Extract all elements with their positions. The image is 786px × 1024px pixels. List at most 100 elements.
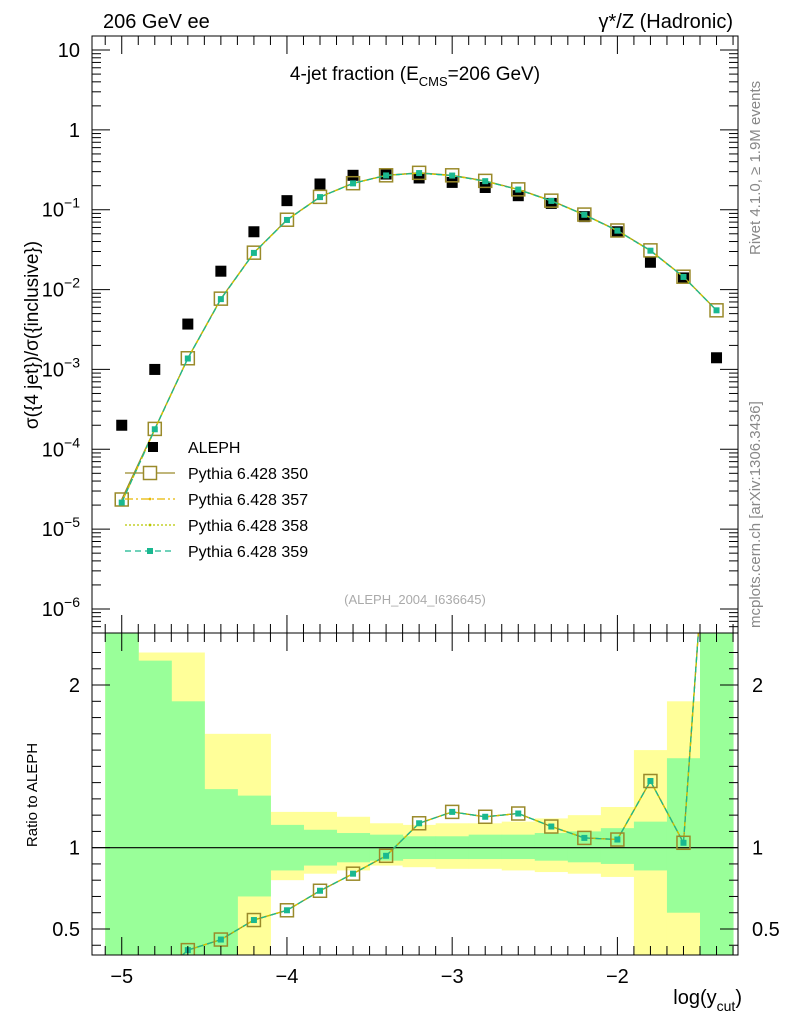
mc-350-marker	[345, 175, 361, 191]
ratio-350-marker	[544, 819, 559, 834]
ratio-y-tick-label-right: 1	[752, 838, 763, 860]
tick-base: 10	[42, 439, 64, 461]
main-y-tick-label: 10−1	[42, 195, 80, 222]
aleph-data-point	[149, 363, 161, 375]
ratio-band-stat	[633, 821, 668, 871]
legend-label: Pythia 6.428 350	[188, 466, 308, 483]
mc-350-marker	[279, 212, 295, 227]
mc-359-marker	[383, 172, 390, 179]
aleph-data-point	[116, 419, 128, 431]
mcplots-label: mcplots.cern.ch [arXiv:1306.3436]	[747, 401, 764, 628]
x-tick-label: −3	[441, 966, 464, 988]
mc-359-marker	[515, 186, 522, 193]
tick-base: 10	[42, 200, 64, 222]
tick-exponent: −4	[64, 434, 80, 450]
mc-359-marker	[350, 180, 357, 187]
aleph-data-point	[314, 178, 326, 190]
ratio-350-marker	[676, 835, 691, 851]
ratio-350-marker	[246, 912, 262, 928]
aleph-data-point	[215, 265, 227, 277]
ratio-band-stat	[237, 795, 271, 897]
legend-label: Pythia 6.428 357	[188, 492, 308, 509]
main-y-tick-label: 1	[69, 120, 80, 142]
tick-exponent: −3	[64, 354, 80, 370]
ratio-band-stat	[534, 833, 569, 861]
mc-359-marker	[283, 216, 290, 223]
mc-350-marker	[246, 245, 262, 260]
ratio-band-stat	[138, 660, 172, 955]
ratio-350-marker	[444, 804, 460, 820]
ratio-band-stat	[204, 789, 238, 955]
legend-marker-359	[147, 548, 153, 554]
ratio-350-marker	[511, 806, 526, 821]
ratio-359-marker	[548, 823, 555, 830]
x-axis-label: log(ycut)	[673, 987, 742, 1014]
main-y-tick-label: 10−2	[42, 275, 80, 302]
main-y-tick-label: 10−5	[42, 514, 80, 541]
ratio-band-stat	[468, 834, 503, 860]
ratio-350-marker	[279, 903, 295, 918]
legend-marker-357	[148, 497, 152, 501]
ratio-359-marker	[250, 917, 257, 924]
mc-359-marker	[151, 426, 158, 433]
x-tick-label: −4	[276, 966, 299, 988]
mc-350-marker	[709, 303, 724, 318]
mc-350-marker	[147, 421, 163, 437]
ratio-y-tick-label-right: 2	[752, 675, 763, 697]
mc-359-marker	[581, 211, 588, 218]
ratio-x-axis: −5 −4 −3 −2	[104, 633, 734, 988]
ratio-350-marker	[577, 830, 592, 846]
plot-title: 4-jet fraction (ECMS=206 GeV)	[290, 64, 540, 89]
ratio-y-tick-label-left: 1	[69, 838, 80, 860]
ratio-359-marker	[614, 836, 621, 843]
mc-350-marker	[511, 182, 526, 197]
ratio-359-marker	[416, 820, 423, 827]
x-tick-label: −5	[110, 966, 133, 988]
mc-350-marker	[411, 165, 427, 181]
ratio-350-marker	[477, 809, 493, 825]
ratio-359-marker	[317, 887, 323, 894]
ratio-band-stat	[105, 633, 139, 955]
legend-marker-358	[148, 523, 152, 527]
ratio-plot-marks	[92, 633, 738, 955]
ratio-359-marker	[449, 808, 456, 815]
ratio-359-marker	[383, 852, 390, 859]
mc-350-marker	[312, 189, 328, 205]
tick-base: 10	[42, 359, 64, 381]
mc-350-marker	[577, 207, 592, 222]
ratio-y-tick-label-left: 2	[69, 675, 80, 697]
ratio-350-marker	[610, 832, 625, 847]
main-y-tick-label: 10−4	[42, 434, 80, 461]
main-y-tick-label: 10−3	[42, 354, 80, 381]
ratio-y-tick-label-right: 0.5	[752, 919, 780, 941]
mc-350-marker	[378, 168, 394, 183]
tick-base: 10	[42, 519, 64, 541]
x-tick-label: −2	[606, 966, 629, 988]
main-plot-marks	[114, 165, 724, 507]
tick-exponent: −6	[64, 594, 80, 610]
analysis-id-label: (ALEPH_2004_I636645)	[344, 592, 486, 607]
ratio-350-marker	[378, 848, 394, 864]
ratio-plot-frame	[91, 632, 739, 956]
header-right: γ*/Z (Hadronic)	[599, 11, 733, 33]
mc-359-marker	[449, 172, 456, 179]
ratio-359-marker	[581, 834, 588, 841]
main-y-tick-label: 10−6	[42, 594, 80, 621]
aleph-data-point	[413, 172, 425, 184]
tick-exponent: −2	[64, 275, 80, 291]
tick-base: 10	[42, 599, 64, 621]
tick-base: 10	[42, 280, 64, 302]
ratio-359-marker	[680, 839, 687, 846]
mc-350-marker	[544, 193, 559, 208]
mc-359-marker	[680, 273, 687, 280]
ratio-359-marker	[217, 936, 224, 943]
ratio-350-marker	[345, 866, 361, 881]
ratio-359-marker	[482, 813, 489, 820]
aleph-data-point	[281, 195, 293, 207]
mc-359-marker	[184, 355, 191, 362]
mc-350-marker	[213, 291, 229, 306]
mc-350-marker	[477, 173, 493, 189]
legend: ALEPH Pythia 6.428 350 Pythia 6.428 357 Pyt…	[125, 440, 308, 561]
